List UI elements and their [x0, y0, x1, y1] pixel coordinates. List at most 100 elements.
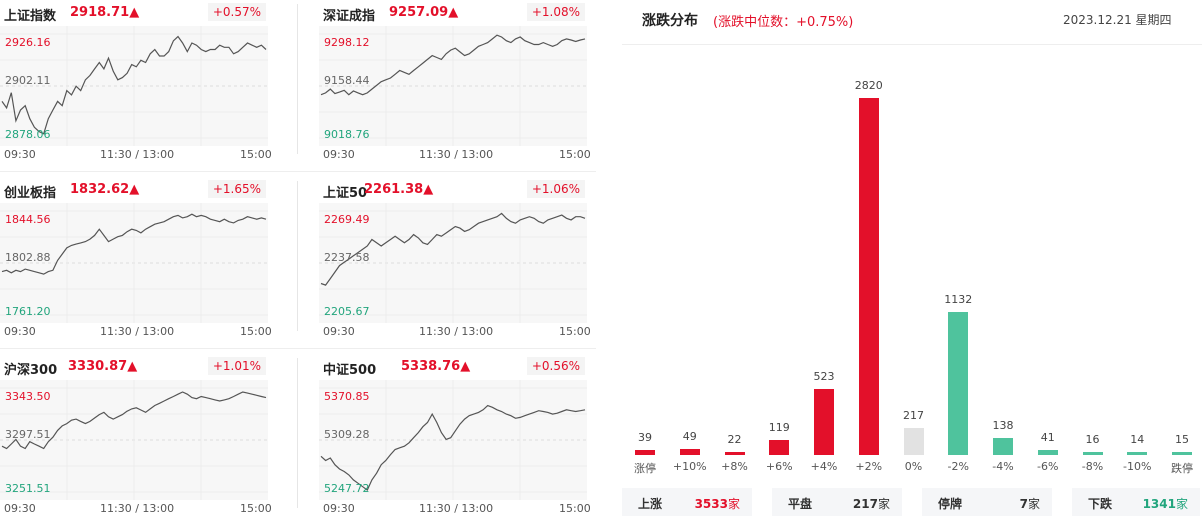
summary-count: 1341: [1142, 497, 1176, 511]
distribution-bar: [635, 450, 655, 455]
index-name: 中证500: [323, 363, 377, 378]
index-name: 深证成指: [323, 9, 376, 24]
bar-category-label: +8%: [721, 460, 748, 473]
bar-value-label: 1132: [944, 292, 973, 306]
y-tick-low: 5247.72: [324, 482, 370, 495]
x-tick-close: 15:00: [559, 502, 591, 515]
x-tick-midday: 11:30 / 13:00: [100, 502, 175, 515]
index-change-badge: +0.57%: [207, 3, 266, 21]
bar-category-label: +2%: [855, 460, 883, 473]
index-card: 沪深300 3330.87▲ +1.01% 3343.50 3297.51 3251.51…: [0, 354, 272, 519]
bar-value-label: 138: [992, 418, 1014, 432]
summary-label: 停牌: [938, 497, 963, 511]
summary-value: 7家: [1020, 495, 1040, 512]
bar-value-label: 217: [903, 408, 924, 422]
y-tick-mid: 1802.88: [5, 251, 51, 264]
bar-value-label: 15: [1175, 433, 1189, 446]
summary-stat: 上涨 3533家: [622, 488, 752, 516]
distribution-bar: [903, 427, 924, 455]
y-tick-high: 5370.85: [324, 390, 370, 403]
summary-count: 217: [852, 497, 878, 511]
index-card: 上证50 2261.38▲ +1.06% 2269.49 2237.58 2205.67 0…: [319, 177, 591, 342]
index-value: 5338.76▲: [401, 359, 471, 374]
bar-category-label: +4%: [810, 460, 838, 473]
summary-stat: 停牌 7家: [922, 488, 1052, 516]
summary-value: 3533家: [695, 495, 740, 512]
column-divider: [297, 181, 298, 331]
y-tick-low: 2205.67: [324, 305, 370, 318]
bar-value-label: 523: [813, 369, 835, 383]
distribution-bar: [724, 452, 745, 455]
distribution-bar: [993, 437, 1013, 455]
bar-value-label: 39: [638, 431, 652, 445]
x-tick-close: 15:00: [240, 148, 272, 161]
price-line: [1, 391, 267, 450]
x-tick-midday: 11:30 / 13:00: [100, 148, 175, 161]
summary-unit: 家: [877, 497, 890, 511]
bar-category-label: -10%: [1123, 460, 1152, 473]
summary-label: 上涨: [638, 497, 663, 511]
bar-value-label: 16: [1085, 433, 1100, 446]
bar-category-label: 涨停: [634, 462, 656, 475]
index-card-header: 上证指数 2918.71▲ +0.57%: [0, 0, 268, 24]
y-tick-high: 2926.16: [5, 36, 51, 49]
y-tick-low: 9018.76: [324, 128, 370, 141]
summary-stat: 平盘 217家: [772, 488, 902, 516]
bar-category-label: -8%: [1081, 460, 1104, 473]
distribution-title: 涨跌分布: [642, 13, 698, 29]
y-tick-mid: 9158.44: [324, 74, 370, 87]
index-value: 2918.71▲: [70, 5, 140, 20]
index-value: 9257.09▲: [389, 5, 459, 20]
x-tick-midday: 11:30 / 13:00: [419, 325, 494, 338]
x-tick-open: 09:30: [323, 148, 355, 161]
index-card-header: 上证50 2261.38▲ +1.06%: [319, 177, 587, 201]
distribution-subtitle: (涨跌中位数：+0.75%): [713, 15, 854, 30]
index-value: 2261.38▲: [364, 182, 434, 197]
summary-count: 7: [1019, 497, 1028, 511]
intraday-chart: [0, 203, 268, 323]
x-tick-open: 09:30: [4, 502, 36, 515]
bar-value-label: 22: [727, 433, 742, 446]
summary-count: 3533: [694, 497, 728, 511]
index-name: 创业板指: [4, 186, 57, 201]
intraday-chart: [0, 380, 268, 500]
index-card: 创业板指 1832.62▲ +1.65% 1844.56 1802.88 1761.20 0…: [0, 177, 272, 342]
x-tick-midday: 11:30 / 13:00: [419, 502, 494, 515]
summary-stat: 下跌 1341家: [1072, 488, 1200, 516]
x-tick-close: 15:00: [240, 502, 272, 515]
x-tick-open: 09:30: [323, 502, 355, 515]
bar-value-label: 49: [682, 429, 697, 443]
x-tick-midday: 11:30 / 13:00: [100, 325, 175, 338]
intraday-chart: [319, 203, 587, 323]
y-tick-mid: 2237.58: [324, 251, 370, 264]
summary-unit: 家: [1175, 497, 1188, 511]
bar-category-label: -6%: [1037, 460, 1059, 473]
index-value: 3330.87▲: [68, 359, 138, 374]
distribution-bar: [1082, 452, 1103, 455]
index-name: 沪深300: [4, 363, 58, 378]
x-tick-open: 09:30: [4, 325, 36, 338]
index-card-header: 沪深300 3330.87▲ +1.01%: [0, 354, 268, 378]
distribution-bar: [1172, 452, 1192, 455]
price-line: [320, 404, 586, 492]
x-tick-open: 09:30: [323, 325, 355, 338]
y-tick-high: 1844.56: [5, 213, 51, 226]
bar-value-label: 2820: [854, 79, 883, 92]
index-name: 上证50: [323, 186, 368, 201]
y-tick-mid: 2902.11: [5, 74, 51, 87]
bar-category-label: +10%: [672, 460, 707, 473]
x-tick-open: 09:30: [4, 148, 36, 161]
distribution-bar: [948, 311, 969, 455]
bar-value-label: 14: [1130, 433, 1145, 446]
price-line: [320, 212, 586, 286]
x-tick-close: 15:00: [559, 325, 591, 338]
index-card: 上证指数 2918.71▲ +0.57% 2926.16 2902.11 2878.06 0…: [0, 0, 272, 165]
bar-category-label: 跌停: [1171, 462, 1193, 475]
intraday-chart: [0, 26, 268, 146]
price-line: [1, 213, 267, 275]
index-value: 1832.62▲: [70, 182, 140, 197]
price-line: [1, 35, 267, 135]
index-card-header: 创业板指 1832.62▲ +1.65%: [0, 177, 268, 201]
distribution-bar: [1037, 449, 1058, 455]
bar-value-label: 41: [1040, 430, 1055, 444]
